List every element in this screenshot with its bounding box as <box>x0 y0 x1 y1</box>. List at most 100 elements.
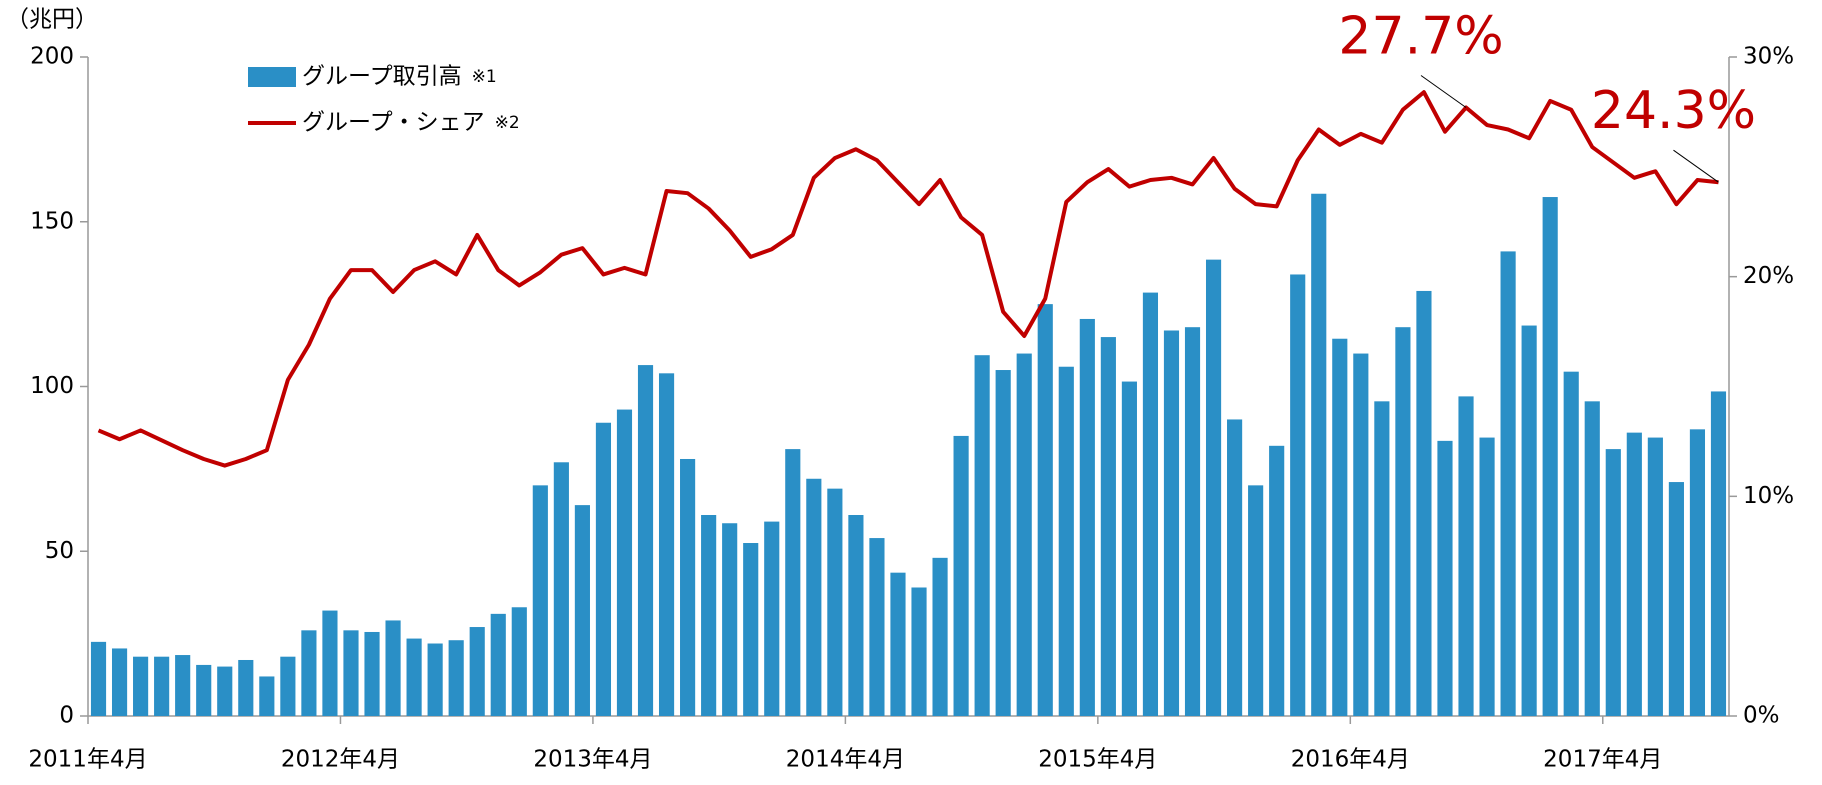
bar <box>827 488 843 716</box>
bar <box>974 355 990 716</box>
bar <box>574 505 590 716</box>
data-label: 24.3% <box>1591 81 1756 141</box>
bar <box>469 627 485 716</box>
y-tick-label: 100 <box>30 373 74 399</box>
bar <box>1205 259 1222 716</box>
bar <box>848 515 864 716</box>
bar <box>1416 290 1432 716</box>
bar <box>680 458 696 716</box>
bar <box>511 607 527 716</box>
bar <box>490 613 506 716</box>
x-tick-label: 2013年4月 <box>533 747 652 773</box>
bar <box>448 640 464 716</box>
bar <box>553 462 569 716</box>
legend-label: グループ取引高 <box>302 64 462 90</box>
data-label: 27.7% <box>1338 7 1503 67</box>
bar <box>1248 485 1264 716</box>
bar <box>1542 197 1558 717</box>
bar <box>1290 274 1306 716</box>
bar <box>1037 304 1053 716</box>
bar <box>1395 327 1411 716</box>
bar <box>1079 318 1095 716</box>
bar <box>1100 337 1116 716</box>
bar <box>1710 391 1727 716</box>
bar <box>1332 338 1348 716</box>
line <box>97 90 1719 468</box>
bar <box>995 370 1011 716</box>
y2-tick-label: 30% <box>1743 44 1794 70</box>
x-tick-label: 2017年4月 <box>1543 747 1662 773</box>
bar <box>427 643 443 716</box>
bar <box>1058 366 1074 716</box>
bar <box>1458 396 1474 716</box>
bar <box>1626 432 1642 716</box>
leader-line <box>1673 149 1719 183</box>
legend-swatch <box>248 67 296 87</box>
bar <box>532 485 548 716</box>
legend-label: グループ・シェア <box>302 110 485 136</box>
bar <box>1374 401 1390 716</box>
bar <box>301 630 317 716</box>
bar <box>322 610 338 716</box>
bar <box>133 656 149 716</box>
bar <box>364 631 380 716</box>
bar <box>1437 440 1453 716</box>
bar <box>869 538 885 716</box>
y-axis-label: （兆円） <box>6 7 98 33</box>
bar <box>616 409 633 716</box>
bar <box>196 664 212 716</box>
bar <box>111 648 128 716</box>
y-tick-label: 50 <box>45 538 74 564</box>
bar <box>1563 371 1579 716</box>
bar <box>595 422 612 716</box>
y2-tick-label: 20% <box>1743 263 1794 289</box>
x-tick-label: 2011年4月 <box>28 747 147 773</box>
bar <box>1689 429 1706 716</box>
x-tick-label: 2015年4月 <box>1038 747 1157 773</box>
x-tick-label: 2014年4月 <box>786 747 905 773</box>
bar <box>1142 292 1159 716</box>
bar <box>1269 445 1285 716</box>
bar <box>1311 193 1327 716</box>
bar <box>806 478 822 716</box>
bar <box>1121 381 1137 716</box>
bar <box>953 435 969 716</box>
bar <box>701 515 717 716</box>
bar <box>764 521 780 716</box>
bar <box>1479 437 1495 716</box>
x-tick-label: 2012年4月 <box>281 747 400 773</box>
bar <box>217 666 233 716</box>
bar <box>1016 353 1032 716</box>
bar <box>1605 449 1621 716</box>
bar <box>890 572 906 716</box>
y-tick-label: 200 <box>30 44 74 70</box>
bar <box>175 655 191 716</box>
bar <box>932 557 948 716</box>
leader-line <box>1420 75 1467 108</box>
bar <box>154 656 170 716</box>
legend-note: ※2 <box>495 113 520 133</box>
bar <box>1227 419 1243 716</box>
bar <box>785 449 801 716</box>
bar <box>911 587 927 716</box>
bar <box>1353 353 1369 716</box>
bar <box>1163 330 1180 716</box>
y-tick-label: 0 <box>59 703 74 729</box>
bar <box>259 676 275 716</box>
bar <box>343 630 359 716</box>
bar <box>1584 401 1600 716</box>
bar <box>637 365 654 716</box>
x-tick-label: 2016年4月 <box>1291 747 1410 773</box>
bar <box>1500 251 1516 716</box>
y-tick-label: 150 <box>30 208 74 234</box>
bar <box>280 656 296 716</box>
bar <box>238 659 254 716</box>
bar <box>722 523 738 716</box>
bar <box>1184 327 1201 716</box>
bar <box>1647 437 1663 716</box>
y2-tick-label: 0% <box>1743 703 1780 729</box>
bar <box>406 638 422 716</box>
bar <box>90 641 107 716</box>
bar <box>658 373 675 716</box>
